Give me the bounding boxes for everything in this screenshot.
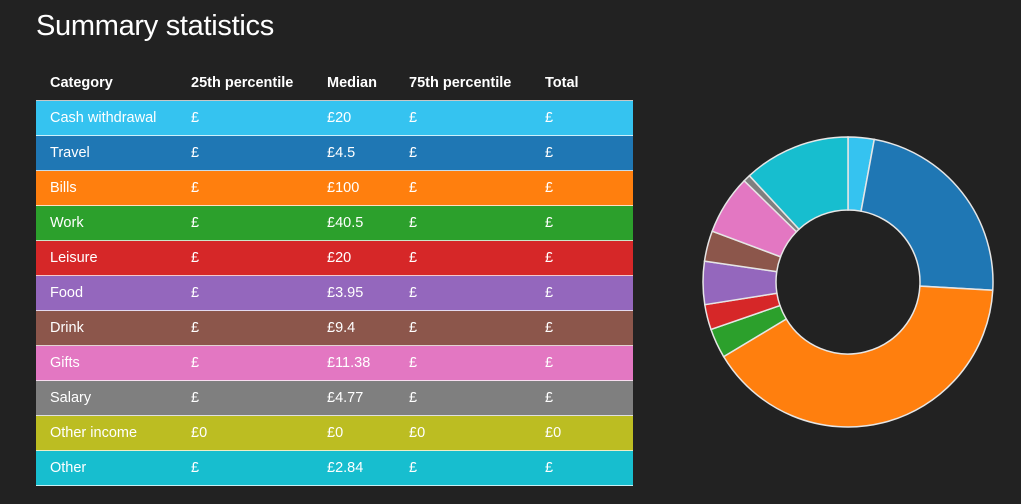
total-cell: £ [531, 170, 633, 206]
donut-slice-travel [860, 138, 994, 291]
table-row: Work £ £40.5 £ £ [36, 205, 633, 241]
table-row: Leisure £ £20 £ £ [36, 240, 633, 276]
p75-cell: £ [395, 100, 531, 136]
median-cell: £100 [313, 170, 395, 206]
p75-cell: £ [395, 275, 531, 311]
median-cell: £2.84 [313, 450, 395, 486]
donut-chart [698, 132, 998, 432]
header-total: Total [545, 74, 579, 91]
total-cell: £ [531, 380, 633, 416]
category-cell: Bills [36, 170, 177, 206]
table-body: Cash withdrawal £ £20 £ £ Travel £ £4.5 £ £ Bills £… [36, 100, 633, 486]
total-cell: £ [531, 240, 633, 276]
p75-cell: £ [395, 205, 531, 241]
table-row: Other £ £2.84 £ £ [36, 450, 633, 486]
table-row: Food £ £3.95 £ £ [36, 275, 633, 311]
category-cell: Travel [36, 135, 177, 171]
total-cell: £ [531, 450, 633, 486]
p25-cell: £ [177, 450, 313, 486]
p75-cell: £ [395, 170, 531, 206]
p75-cell: £ [395, 345, 531, 381]
category-cell: Drink [36, 310, 177, 346]
donut-slice-bills [722, 285, 994, 428]
p75-cell: £ [395, 240, 531, 276]
median-cell: £40.5 [313, 205, 395, 241]
p25-cell: £ [177, 205, 313, 241]
category-cell: Gifts [36, 345, 177, 381]
header-75th-percentile: 75th percentile [409, 74, 512, 91]
p25-cell: £ [177, 240, 313, 276]
table-row: Gifts £ £11.38 £ £ [36, 345, 633, 381]
p25-cell: £ [177, 275, 313, 311]
median-cell: £4.5 [313, 135, 395, 171]
total-cell: £ [531, 275, 633, 311]
donut-chart-svg [702, 136, 994, 428]
table-row: Other income £0 £0 £0 £0 [36, 415, 633, 451]
p75-cell: £0 [395, 415, 531, 451]
category-cell: Salary [36, 380, 177, 416]
table-row: Travel £ £4.5 £ £ [36, 135, 633, 171]
median-cell: £0 [313, 415, 395, 451]
summary-table: Category 25th percentile Median 75th per… [36, 65, 633, 486]
p25-cell: £ [177, 345, 313, 381]
category-cell: Leisure [36, 240, 177, 276]
p75-cell: £ [395, 135, 531, 171]
table-row: Bills £ £100 £ £ [36, 170, 633, 206]
header-median: Median [327, 74, 377, 91]
page-title: Summary statistics [36, 10, 274, 42]
p25-cell: £ [177, 380, 313, 416]
header-25th-percentile: 25th percentile [191, 74, 294, 91]
median-cell: £20 [313, 100, 395, 136]
donut-slice-other [748, 136, 849, 231]
median-cell: £9.4 [313, 310, 395, 346]
median-cell: £11.38 [313, 345, 395, 381]
median-cell: £3.95 [313, 275, 395, 311]
category-cell: Food [36, 275, 177, 311]
p25-cell: £ [177, 170, 313, 206]
median-cell: £4.77 [313, 380, 395, 416]
p75-cell: £ [395, 380, 531, 416]
total-cell: £ [531, 205, 633, 241]
header-category: Category [50, 74, 113, 91]
table-header-row: Category 25th percentile Median 75th per… [36, 65, 633, 101]
total-cell: £ [531, 100, 633, 136]
p25-cell: £ [177, 100, 313, 136]
category-cell: Work [36, 205, 177, 241]
category-cell: Other income [36, 415, 177, 451]
median-cell: £20 [313, 240, 395, 276]
category-cell: Other [36, 450, 177, 486]
table-row: Cash withdrawal £ £20 £ £ [36, 100, 633, 136]
p25-cell: £0 [177, 415, 313, 451]
p25-cell: £ [177, 135, 313, 171]
total-cell: £ [531, 310, 633, 346]
p25-cell: £ [177, 310, 313, 346]
p75-cell: £ [395, 450, 531, 486]
category-cell: Cash withdrawal [36, 100, 177, 136]
total-cell: £0 [531, 415, 633, 451]
table-row: Salary £ £4.77 £ £ [36, 380, 633, 416]
p75-cell: £ [395, 310, 531, 346]
total-cell: £ [531, 135, 633, 171]
table-row: Drink £ £9.4 £ £ [36, 310, 633, 346]
total-cell: £ [531, 345, 633, 381]
